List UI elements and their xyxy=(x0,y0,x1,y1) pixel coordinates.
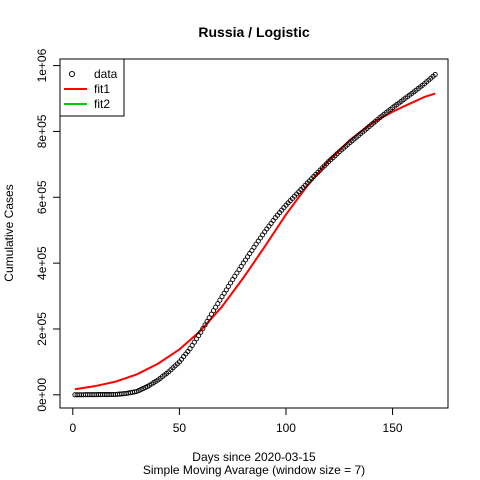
data-point xyxy=(204,318,210,324)
y-axis-label: Cumulative Cases xyxy=(2,184,16,281)
y-tick-label: 6e+05 xyxy=(35,180,49,214)
axis-ticks: 0 50 100 150 0e+00 2e+05 4e+05 6e+05 8e+05 1e+06 xyxy=(35,48,403,435)
y-tick-label: 1e+06 xyxy=(35,48,49,82)
data-point xyxy=(200,326,206,332)
series-layer xyxy=(72,71,438,398)
data-point xyxy=(213,304,219,310)
legend-symbol-data xyxy=(69,71,75,77)
x-tick-label: 50 xyxy=(173,421,187,435)
data-point xyxy=(198,329,204,335)
chart-title: Russia / Logistic xyxy=(198,24,309,40)
legend-label-fit1: fit1 xyxy=(94,82,110,96)
legend-label-data: data xyxy=(94,67,118,81)
legend-box xyxy=(59,58,125,117)
data-point xyxy=(227,280,234,286)
data-point xyxy=(206,315,212,321)
data-point xyxy=(432,71,438,78)
data-point xyxy=(202,322,208,328)
x-tick-label: 150 xyxy=(383,421,403,435)
y-tick-label: 4e+05 xyxy=(35,246,49,280)
legend-label-fit2: fit2 xyxy=(94,97,110,111)
x-tick-label: 100 xyxy=(276,421,296,435)
x-tick-label: 0 xyxy=(69,421,76,435)
plot-frame xyxy=(59,58,449,409)
data-point xyxy=(219,294,225,300)
y-tick-label: 0e+00 xyxy=(35,378,49,412)
data-point xyxy=(132,389,138,395)
x-axis-label: Days since 2020-03-15 xyxy=(192,450,316,464)
fit1-line xyxy=(74,92,436,391)
y-tick-label: 8e+05 xyxy=(35,114,49,148)
x-axis-sublabel: Simple Moving Avarage (window size = 7) xyxy=(143,463,365,477)
y-tick-label: 2e+05 xyxy=(35,312,49,346)
